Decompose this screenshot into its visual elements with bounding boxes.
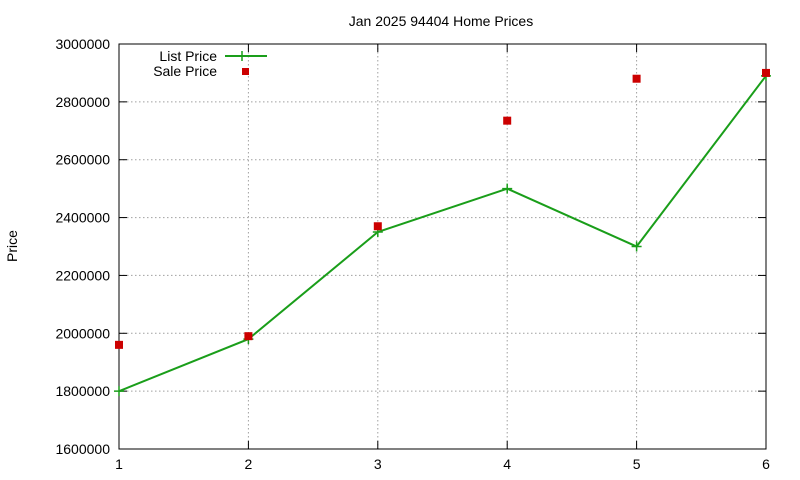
legend-label-list-price: List Price bbox=[159, 48, 217, 64]
data-point-list-price bbox=[114, 386, 124, 397]
data-point-sale-price bbox=[373, 222, 382, 231]
y-tick-label: 1800000 bbox=[55, 383, 110, 399]
legend-marker-list-price bbox=[237, 51, 247, 61]
y-tick-label: 2800000 bbox=[55, 94, 110, 110]
legend-label-sale-price: Sale Price bbox=[153, 63, 217, 79]
x-tick-label: 6 bbox=[762, 456, 770, 472]
plot-border bbox=[118, 43, 767, 450]
data-point-list-price bbox=[631, 241, 642, 252]
tick-labels: 1600000 1800000 2000000 2200000 2400000 26000… bbox=[55, 36, 770, 472]
data-point-sale-price bbox=[503, 116, 512, 125]
y-tick-label: 2000000 bbox=[55, 325, 110, 341]
legend-marker-sale-price bbox=[242, 68, 249, 75]
x-tick-label: 4 bbox=[503, 456, 511, 472]
y-axis-label: Price bbox=[4, 230, 20, 262]
grid-lines bbox=[119, 44, 766, 449]
axes bbox=[118, 43, 767, 450]
series bbox=[114, 68, 771, 397]
data-point-sale-price bbox=[762, 68, 770, 77]
chart-title: Jan 2025 94404 Home Prices bbox=[349, 13, 533, 29]
x-tick-label: 2 bbox=[245, 456, 253, 472]
data-point-sale-price bbox=[244, 332, 253, 341]
series-line-list-price bbox=[118, 75, 767, 393]
data-point-list-price bbox=[502, 183, 513, 194]
legend: List Price Sale Price bbox=[153, 48, 267, 79]
y-tick-label: 2200000 bbox=[55, 267, 110, 283]
y-tick-label: 1600000 bbox=[55, 441, 110, 457]
y-tick-label: 2600000 bbox=[55, 152, 110, 168]
x-tick-label: 5 bbox=[633, 456, 641, 472]
data-point-sale-price bbox=[632, 74, 641, 83]
data-point-sale-price bbox=[115, 340, 123, 349]
x-tick-label: 3 bbox=[374, 456, 382, 472]
x-tick-label: 1 bbox=[115, 456, 123, 472]
y-tick-label: 2400000 bbox=[55, 210, 110, 226]
y-tick-label: 3000000 bbox=[55, 36, 110, 52]
